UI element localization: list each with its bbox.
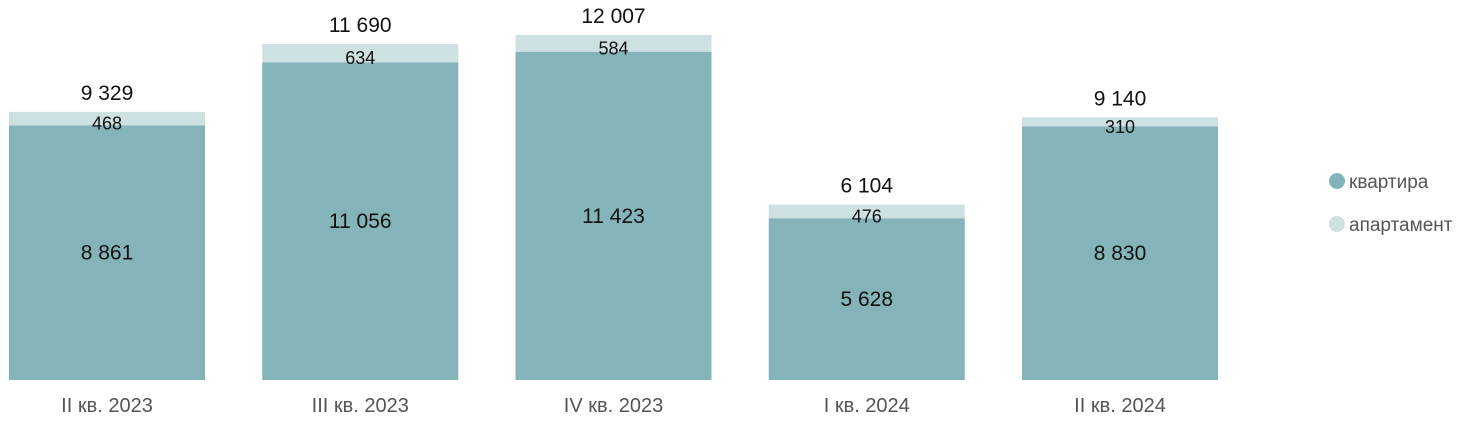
category-label-2: IV кв. 2023 (564, 395, 663, 417)
bar-kvartira-4 (1022, 126, 1218, 380)
legend-label-kvartira: квартира (1349, 172, 1429, 193)
category-label-3: I кв. 2024 (824, 395, 910, 417)
bar-apartament-3 (768, 204, 965, 219)
label-kvartira-3: 5 628 (840, 288, 893, 311)
label-apartament-4: 310 (1105, 117, 1135, 137)
total-label-3: 6 104 (840, 175, 893, 198)
total-label-0: 9 329 (81, 82, 134, 105)
category-label-1: III кв. 2023 (312, 395, 409, 417)
label-apartament-0: 468 (92, 114, 122, 134)
total-labels-group: 9 329 11 690 12 007 6 104 9 140 (81, 5, 1147, 198)
bar-kvartira-0 (9, 125, 205, 380)
label-apartament-1: 634 (345, 48, 375, 68)
bar-apartament-0 (9, 111, 205, 126)
label-apartament-2: 584 (598, 38, 628, 58)
bar-kvartira-2 (515, 51, 712, 381)
legend-label-apartament: апартамент (1349, 215, 1453, 236)
label-kvartira-1: 11 056 (329, 210, 392, 233)
legend-swatch-kvartira (1329, 173, 1345, 189)
label-kvartira-0: 8 861 (81, 242, 134, 265)
total-label-4: 9 140 (1094, 87, 1147, 110)
category-label-0: II кв. 2023 (61, 395, 153, 417)
bars-group (9, 34, 1218, 381)
bar-kvartira-3 (768, 218, 965, 380)
label-kvartira-2: 11 423 (582, 205, 645, 228)
label-kvartira-4: 8 830 (1094, 242, 1147, 265)
category-labels-group: II кв. 2023 III кв. 2023 IV кв. 2023 I кв. … (61, 395, 1166, 417)
bar-apartament-2 (515, 34, 712, 52)
category-label-4: II кв. 2024 (1074, 395, 1166, 417)
label-apartament-3: 476 (852, 206, 882, 226)
bar-apartament-1 (262, 44, 459, 63)
bar-apartament-4 (1022, 117, 1218, 127)
total-label-2: 12 007 (581, 5, 645, 28)
legend-swatch-apartament (1329, 216, 1345, 232)
legend: квартира апартамент (1329, 172, 1453, 236)
bar-kvartira-1 (262, 62, 459, 381)
segment-labels-group: 8 861 468 11 056 634 11 423 584 5 628 476 8 830 3… (81, 38, 1147, 311)
total-label-1: 11 690 (329, 14, 392, 37)
